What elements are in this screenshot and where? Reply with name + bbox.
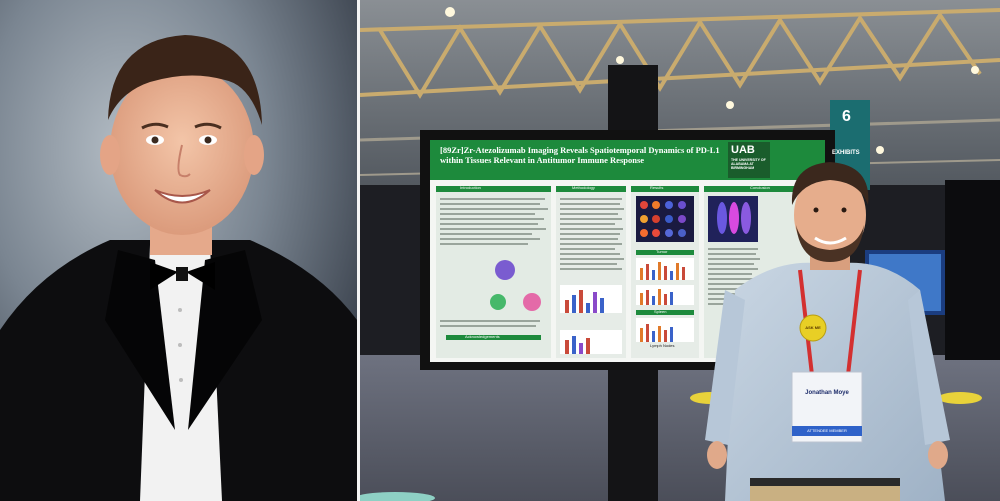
uab-logo-line2: ALABAMA AT BIRMINGHAM [731, 162, 755, 170]
nose [177, 144, 191, 178]
button-pin-text: ASK ME [805, 325, 821, 330]
man-smile [814, 236, 847, 245]
heading-bar [636, 250, 694, 255]
poster-title-line2: within Tissues Relevant in Antitumor Imm… [440, 155, 645, 165]
right-lapel [188, 250, 262, 430]
section-conclusion: Conclusion [750, 185, 770, 190]
man-hair [791, 162, 869, 205]
bow-tie-knot [176, 267, 188, 281]
man-pants [750, 485, 900, 501]
mouse-scan [717, 202, 727, 234]
portrait-photo [0, 0, 357, 501]
left-eyebrow [141, 122, 169, 130]
badge-name: Jonathan Moye [805, 390, 849, 396]
hall-sign-text: EXHIBITS [832, 150, 860, 156]
conference-scene [360, 0, 1000, 501]
right-ear [244, 135, 264, 175]
man-belt [750, 478, 900, 486]
uab-logo-subtitle: THE UNIVERSITY OF ALABAMA AT BIRMINGHAM [731, 158, 769, 170]
ceiling-light [726, 101, 734, 109]
section-spleen: Spleen [654, 309, 667, 314]
bow-tie-left [150, 262, 178, 290]
photo-divider [357, 0, 360, 501]
heading-bar [631, 186, 699, 192]
smile [154, 189, 211, 204]
man-face [794, 171, 866, 259]
uab-logo-box [728, 142, 770, 178]
heading-bar [556, 186, 626, 192]
uab-logo-text: UAB [731, 144, 755, 156]
man-left-hand [707, 441, 727, 469]
man-right-eye [841, 207, 847, 213]
right-pupil [204, 136, 212, 144]
heading-bar [636, 310, 694, 315]
man-left-arm [705, 290, 745, 445]
shirt-stud [179, 378, 183, 382]
section-lymph: Lymph Nodes [650, 343, 675, 348]
diagram-cell [495, 260, 515, 280]
left-pupil [151, 136, 159, 144]
left-lapel [105, 250, 175, 430]
heading-bar [436, 186, 551, 192]
face [110, 65, 254, 235]
pet-image-hotspots [640, 201, 686, 237]
booth-panel [945, 180, 1000, 360]
floor-marker [360, 492, 435, 501]
poster-title: [89Zr]Zr-Atezolizumab Imaging Reveals Sp… [440, 145, 725, 165]
conference-photo: [89Zr]Zr-Atezolizumab Imaging Reveals Sp… [360, 0, 1000, 501]
ceiling-light [616, 56, 624, 64]
right-eyebrow [194, 122, 222, 130]
left-ear [100, 135, 120, 175]
poster-title-line1: [89Zr]Zr-Atezolizumab Imaging Reveals Sp… [440, 145, 720, 155]
shirt-stud [178, 308, 182, 312]
shirt-stud [178, 343, 182, 347]
ceiling-light [445, 7, 455, 17]
uab-logo-line1: THE UNIVERSITY OF [731, 158, 766, 162]
mouse-scan [741, 202, 751, 234]
poster-text-lines [440, 198, 760, 327]
man-beard [796, 225, 864, 262]
man-right-hand [928, 441, 948, 469]
section-tumor: Tumor [656, 249, 668, 254]
badge-stripe [792, 426, 862, 436]
button-pin [799, 314, 827, 342]
heading-bar [446, 335, 541, 340]
portrait-illustration [0, 0, 357, 501]
poster-column-intro [436, 186, 551, 358]
ceiling-light [971, 66, 979, 74]
hair [108, 35, 262, 125]
ceiling-light [876, 146, 884, 154]
man-left-eye [813, 207, 819, 213]
bow-tie-right [186, 262, 215, 290]
poster-bar-charts [560, 258, 694, 354]
section-results: Results [650, 185, 664, 190]
diagram-cell [523, 293, 541, 311]
section-methods: Methodology [572, 185, 595, 190]
mouse-scan [729, 202, 739, 234]
section-introduction: Introduction [460, 185, 481, 190]
heading-bar [704, 186, 819, 192]
floor-marker [938, 392, 982, 404]
hall-sign-number: 6 [842, 108, 851, 125]
diagram-cell [490, 294, 506, 310]
badge-role: ATTENDEE MEMBER [807, 428, 847, 433]
section-acknowledgements: Acknowledgements [465, 334, 500, 339]
man-right-arm [908, 290, 950, 445]
